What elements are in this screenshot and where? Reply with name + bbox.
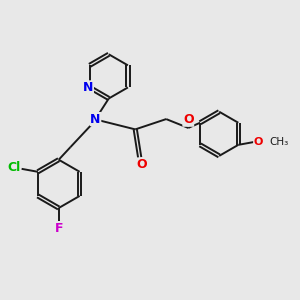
Text: O: O <box>183 113 194 126</box>
Text: Cl: Cl <box>7 161 20 174</box>
Text: N: N <box>90 112 101 126</box>
Text: CH₃: CH₃ <box>269 137 289 147</box>
Text: F: F <box>55 222 63 235</box>
Text: O: O <box>137 158 147 171</box>
Text: N: N <box>83 81 93 94</box>
Text: O: O <box>254 137 263 147</box>
